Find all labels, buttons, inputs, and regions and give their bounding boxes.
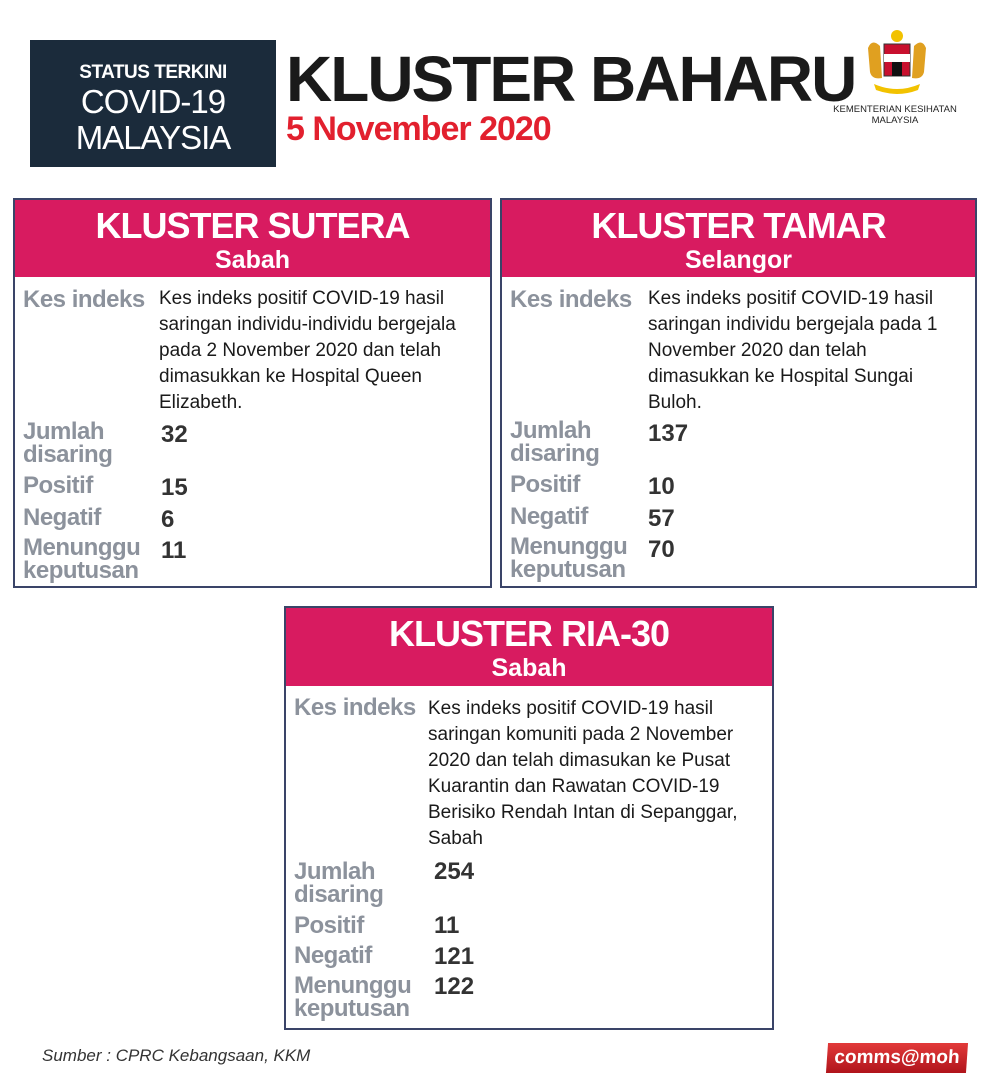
label-positif: Positif [294,912,364,939]
value-negatif: 57 [648,505,675,532]
label-jumlah-disaring: Jumlah disaring [294,858,384,908]
label-negatif: Negatif [294,942,372,969]
label-menunggu-keputusan: Menunggu keputusan [510,533,628,583]
cluster-header: KLUSTER SUTERA Sabah [15,200,490,277]
cluster-description: Kes indeks positif COVID-19 hasil saring… [648,288,938,413]
label-kes-indeks: Kes indeks [510,286,632,313]
label-kes-indeks: Kes indeks [294,694,416,721]
value-menunggu-keputusan: 11 [161,537,187,564]
comms-moh-badge: comms@moh [825,1043,969,1073]
cluster-state: Selangor [685,246,792,274]
value-positif: 11 [434,912,460,939]
value-jumlah-disaring: 32 [161,421,188,448]
value-menunggu-keputusan: 122 [434,973,475,1000]
label-jumlah-disaring: Jumlah disaring [23,418,113,468]
status-line-2: COVID-19 [80,83,226,120]
cluster-header: KLUSTER TAMAR Selangor [502,200,975,277]
cluster-header: KLUSTER RIA-30 Sabah [286,608,772,686]
value-jumlah-disaring: 254 [434,858,475,885]
value-positif: 15 [161,474,188,501]
value-negatif: 6 [161,506,175,533]
cluster-card-sutera: KLUSTER SUTERA Sabah Kes indeks Kes inde… [13,198,492,588]
cluster-description: Kes indeks positif COVID-19 hasil saring… [159,288,456,413]
label-positif: Positif [23,472,93,499]
value-menunggu-keputusan: 70 [648,536,675,563]
cluster-name: KLUSTER SUTERA [95,205,410,246]
value-jumlah-disaring: 137 [648,420,689,447]
status-box: STATUS TERKINI COVID-19 MALAYSIA [30,40,276,167]
cluster-description: Kes indeks positif COVID-19 hasil saring… [428,698,738,849]
ministry-name: KEMENTERIAN KESIHATAN MALAYSIA [833,104,957,126]
cluster-state: Sabah [491,654,567,682]
label-menunggu-keputusan: Menunggu keputusan [294,972,412,1022]
cluster-name: KLUSTER RIA-30 [388,613,670,654]
status-line-3: MALAYSIA [75,119,232,156]
label-jumlah-disaring: Jumlah disaring [510,417,600,467]
date: 5 November 2020 [286,110,552,148]
source-note: Sumber : CPRC Kebangsaan, KKM [42,1046,311,1065]
cluster-card-ria-30: KLUSTER RIA-30 Sabah Kes indeks Kes inde… [284,606,774,1030]
label-kes-indeks: Kes indeks [23,286,145,313]
page-title: KLUSTER BAHARU [286,43,857,115]
value-negatif: 121 [434,943,475,970]
label-menunggu-keputusan: Menunggu keputusan [23,534,141,584]
label-negatif: Negatif [23,504,101,531]
cluster-card-tamar: KLUSTER TAMAR Selangor Kes indeks Kes in… [500,198,977,588]
cluster-name: KLUSTER TAMAR [591,205,886,246]
cluster-state: Sabah [214,246,291,274]
label-positif: Positif [510,471,580,498]
label-negatif: Negatif [510,503,588,530]
value-positif: 10 [648,473,675,500]
status-line-1: STATUS TERKINI [79,62,227,83]
coat-of-arms-logo [868,30,926,94]
